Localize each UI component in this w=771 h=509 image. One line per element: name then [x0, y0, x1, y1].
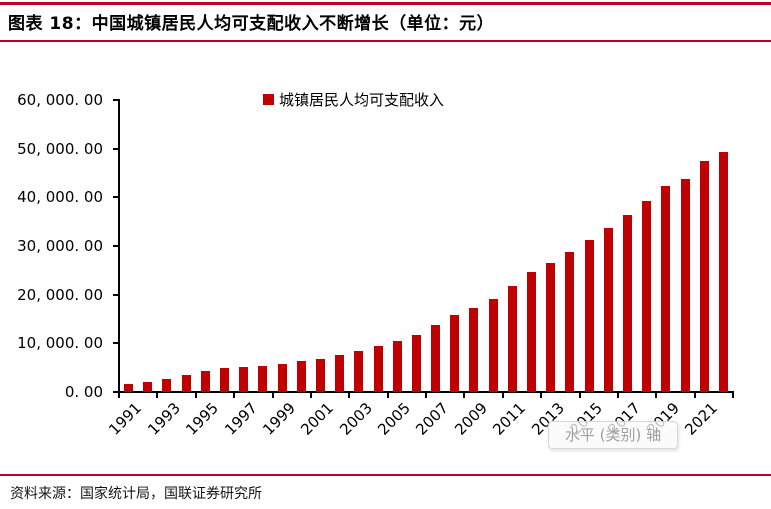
x-axis-tick [309, 393, 312, 398]
x-axis-tick [463, 393, 466, 398]
bar-2001 [315, 358, 325, 392]
bar-1991 [124, 383, 134, 392]
bar-2006 [411, 334, 421, 392]
top-divider [0, 2, 771, 5]
chart-legend[interactable]: 城镇居民人均可支配收入 [263, 89, 444, 110]
x-axis-tick [194, 393, 197, 398]
bar-2021 [699, 161, 709, 392]
bar-1996 [220, 368, 230, 392]
y-axis-tick-label: 40, 000. 00 [17, 188, 103, 207]
x-axis-line [118, 391, 734, 393]
bar-2017 [622, 214, 632, 392]
bar-2019 [661, 185, 671, 392]
bar-2011 [507, 285, 517, 392]
x-axis-tick [540, 393, 543, 398]
bar-2004 [373, 346, 383, 392]
bar-2016 [603, 228, 613, 392]
bar-2010 [488, 299, 498, 392]
bar-1997 [239, 366, 249, 392]
bar-1999 [277, 363, 287, 392]
y-axis-tick [113, 342, 119, 345]
figure-title: 图表 18：中国城镇居民人均可支配收入不断增长（单位：元） [8, 14, 495, 34]
source-note: 资料来源：国家统计局，国联证券研究所 [10, 486, 262, 502]
y-axis-tick-label: 50, 000. 00 [17, 139, 103, 158]
x-axis-tick [271, 393, 274, 398]
bar-2000 [296, 361, 306, 392]
y-axis-tick-label: 20, 000. 00 [17, 285, 103, 304]
bar-1993 [162, 379, 172, 392]
y-axis-tick [113, 245, 119, 247]
x-axis-tick [156, 393, 159, 398]
bar-2008 [450, 315, 460, 392]
bar-1998 [258, 365, 268, 392]
plot-area[interactable] [119, 100, 733, 392]
bar-1995 [200, 371, 210, 392]
bar-2014 [565, 251, 575, 392]
bar-2020 [680, 178, 690, 392]
x-axis-tick [425, 393, 427, 398]
y-axis-tick [113, 147, 119, 150]
y-axis-tick-label: 30, 000. 00 [17, 237, 103, 255]
bar-1992 [143, 382, 153, 392]
y-axis-tick [113, 391, 119, 393]
x-axis-tick [348, 393, 351, 398]
bar-2012 [527, 272, 537, 392]
bar-2005 [392, 340, 402, 392]
bar-2009 [469, 308, 479, 392]
y-axis-tick [113, 99, 119, 101]
bar-2015 [584, 240, 594, 392]
y-axis-line [118, 99, 120, 393]
bar-2002 [335, 354, 345, 392]
x-axis-tick [578, 393, 581, 398]
x-axis-tick [732, 393, 734, 398]
x-axis-tick [501, 393, 504, 398]
bar-2013 [546, 263, 556, 392]
x-axis-tick [693, 393, 696, 398]
bar-2018 [642, 200, 652, 392]
y-axis-tick-label: 10, 000. 00 [17, 334, 103, 353]
y-axis-tick-label: 60, 000. 00 [17, 91, 103, 109]
legend-swatch-icon [263, 94, 274, 105]
x-axis-tick [655, 393, 658, 398]
y-axis-tick-label: 0. 00 [64, 383, 103, 401]
x-axis-tick [233, 393, 236, 398]
x-axis-tick [118, 393, 120, 398]
bar-2022 [718, 152, 728, 392]
bottom-divider [0, 474, 771, 476]
bar-2007 [431, 324, 441, 392]
title-divider [0, 40, 771, 42]
y-axis-tick [113, 196, 119, 199]
x-axis-tick [386, 393, 389, 398]
x-axis-tick [616, 393, 619, 398]
category-axis-tooltip: 水平 (类别) 轴 [548, 421, 678, 449]
bar-2003 [354, 350, 364, 392]
y-axis-tick [113, 293, 119, 296]
legend-label: 城镇居民人均可支配收入 [279, 91, 445, 109]
bar-1994 [181, 375, 191, 392]
